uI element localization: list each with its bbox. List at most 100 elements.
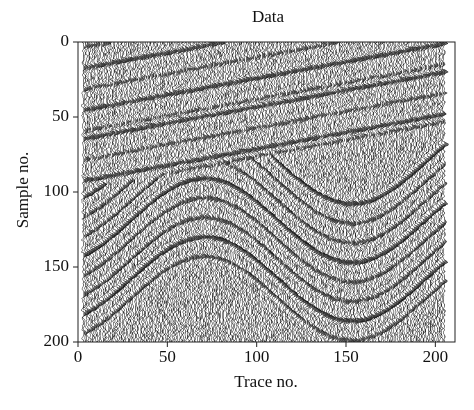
trace-wiggle bbox=[260, 42, 269, 342]
trace-wiggle bbox=[135, 42, 143, 342]
trace-wiggle bbox=[387, 42, 395, 342]
trace-fill bbox=[256, 42, 262, 342]
trace-wiggle bbox=[251, 42, 260, 342]
trace-wiggle bbox=[298, 42, 306, 342]
trace-wiggle bbox=[231, 42, 240, 342]
trace-fill bbox=[262, 42, 266, 342]
trace-wiggle bbox=[377, 42, 385, 342]
trace-wiggle bbox=[98, 42, 106, 342]
trace-wiggle bbox=[143, 42, 150, 342]
trace-fill bbox=[181, 42, 186, 342]
trace-wiggle bbox=[439, 42, 447, 342]
trace-wiggle bbox=[432, 42, 440, 342]
trace-wiggle bbox=[234, 42, 242, 342]
trace-fill bbox=[285, 42, 290, 342]
trace-wiggle bbox=[148, 42, 157, 342]
y-axis-label: Sample no. bbox=[13, 152, 32, 229]
trace-wiggle bbox=[274, 42, 283, 342]
trace-fill bbox=[119, 42, 124, 342]
trace-fill bbox=[429, 42, 434, 342]
trace-fill bbox=[113, 42, 119, 342]
trace-wiggle bbox=[357, 42, 365, 342]
trace-wiggle bbox=[359, 42, 367, 342]
trace-wiggle bbox=[417, 42, 427, 342]
trace-wiggle bbox=[330, 42, 339, 342]
trace-wiggle bbox=[400, 42, 408, 342]
trace-fill bbox=[331, 42, 336, 342]
y-tick-label: 0 bbox=[61, 31, 70, 50]
trace-wiggle bbox=[369, 42, 379, 342]
trace-fill bbox=[304, 42, 310, 342]
trace-fill bbox=[329, 42, 334, 342]
trace-wiggle bbox=[128, 42, 136, 342]
trace-wiggle bbox=[375, 42, 384, 342]
trace-wiggle bbox=[398, 42, 407, 342]
trace-wiggle bbox=[85, 42, 93, 342]
trace-wiggle bbox=[253, 42, 262, 342]
trace-wiggle bbox=[278, 42, 286, 342]
x-tick-label: 100 bbox=[244, 347, 270, 366]
trace-wiggle bbox=[367, 42, 376, 342]
trace-wiggle bbox=[168, 42, 175, 342]
trace-fill bbox=[388, 42, 394, 342]
trace-wiggle bbox=[350, 42, 359, 342]
y-tick-label: 150 bbox=[44, 256, 70, 275]
trace-wiggle bbox=[394, 42, 403, 342]
trace-fill bbox=[217, 42, 222, 342]
y-tick-label: 100 bbox=[44, 181, 70, 200]
trace-wiggle bbox=[379, 42, 387, 342]
trace-wiggle bbox=[270, 42, 277, 342]
trace-wiggle bbox=[225, 42, 233, 342]
trace-wiggle bbox=[164, 42, 172, 342]
trace-fill bbox=[326, 42, 330, 342]
trace-fill bbox=[335, 42, 339, 342]
trace-wiggle bbox=[414, 42, 422, 342]
trace-wiggle bbox=[82, 42, 90, 342]
trace-wiggle bbox=[293, 42, 302, 342]
trace-wiggle bbox=[150, 42, 158, 342]
trace-fill bbox=[222, 42, 228, 342]
trace-wiggle bbox=[192, 42, 200, 342]
trace-wiggle bbox=[235, 42, 244, 342]
trace-fill bbox=[312, 42, 317, 342]
x-tick-label: 150 bbox=[333, 347, 359, 366]
trace-fill bbox=[237, 42, 241, 342]
trace-wiggle bbox=[190, 42, 199, 342]
trace-fill bbox=[292, 42, 297, 342]
trace-fill bbox=[288, 42, 293, 342]
trace-wiggle bbox=[294, 42, 303, 342]
trace-fill bbox=[185, 42, 190, 342]
trace-wiggle bbox=[281, 42, 290, 342]
trace-wiggle bbox=[335, 42, 343, 342]
trace-wiggle bbox=[303, 42, 312, 342]
trace-wiggle bbox=[437, 42, 445, 342]
trace-fill bbox=[406, 42, 411, 342]
trace-fill bbox=[194, 42, 199, 342]
trace-wiggle bbox=[83, 42, 93, 342]
trace-wiggle bbox=[416, 42, 425, 342]
trace-wiggle bbox=[276, 42, 285, 342]
trace-wiggle bbox=[182, 42, 190, 342]
trace-wiggle bbox=[205, 42, 213, 342]
trace-wiggle bbox=[244, 42, 253, 342]
trace-wiggle bbox=[201, 42, 210, 342]
trace-wiggle bbox=[153, 42, 161, 342]
trace-wiggle bbox=[227, 42, 234, 342]
trace-fill bbox=[208, 42, 213, 342]
trace-wiggle bbox=[219, 42, 228, 342]
trace-fill bbox=[290, 42, 295, 342]
trace-wiggle bbox=[101, 42, 110, 342]
trace-fill bbox=[111, 42, 116, 342]
trace-wiggle bbox=[189, 42, 197, 342]
trace-wiggle bbox=[403, 42, 411, 342]
trace-fill bbox=[390, 42, 395, 342]
trace-fill bbox=[95, 42, 101, 342]
y-tick-label: 200 bbox=[44, 331, 70, 350]
trace-wiggle bbox=[139, 42, 148, 342]
trace-fill bbox=[120, 42, 125, 342]
trace-wiggle bbox=[421, 42, 429, 342]
trace-fill bbox=[85, 42, 90, 342]
trace-wiggle bbox=[187, 42, 196, 342]
trace-wiggle bbox=[210, 42, 218, 342]
trace-wiggle bbox=[305, 42, 313, 342]
